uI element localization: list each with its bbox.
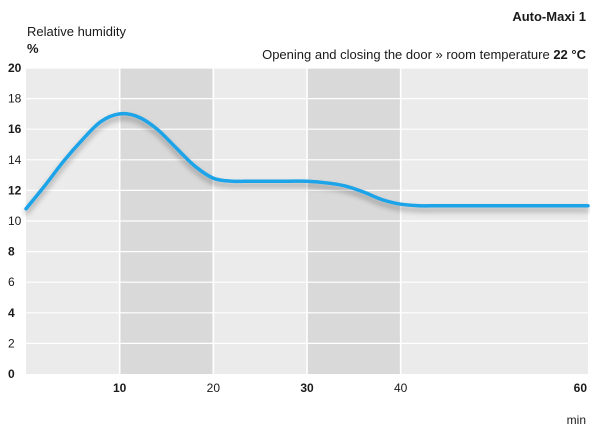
y-tick-12: 12 xyxy=(8,183,22,197)
x-tick-60: 60 xyxy=(574,381,588,395)
chart-title: Auto-Maxi 1 xyxy=(512,9,586,24)
y-tick-14: 14 xyxy=(8,153,22,167)
y-axis-unit: % xyxy=(27,41,39,56)
y-axis-label: Relative humidity xyxy=(27,24,126,39)
y-tick-0: 0 xyxy=(8,367,15,381)
x-tick-40: 40 xyxy=(394,381,408,395)
y-tick-20: 20 xyxy=(8,61,22,75)
humidity-series-line-0 xyxy=(24,111,590,211)
x-tick-10: 10 xyxy=(113,381,127,395)
y-tick-8: 8 xyxy=(8,245,15,259)
y-tick-10: 10 xyxy=(8,214,22,228)
y-tick-6: 6 xyxy=(8,275,15,289)
x-axis-unit: min xyxy=(566,413,586,427)
x-tick-20: 20 xyxy=(207,381,221,395)
y-tick-2: 2 xyxy=(8,336,15,350)
subtitle-text: Opening and closing the door » room temp… xyxy=(262,47,550,62)
subtitle-temperature: 22 °C xyxy=(553,47,586,62)
x-tick-30: 30 xyxy=(300,381,314,395)
chart-subtitle: Opening and closing the door » room temp… xyxy=(262,47,586,62)
y-tick-4: 4 xyxy=(8,306,15,320)
y-tick-16: 16 xyxy=(8,122,22,136)
y-tick-18: 18 xyxy=(8,92,22,106)
